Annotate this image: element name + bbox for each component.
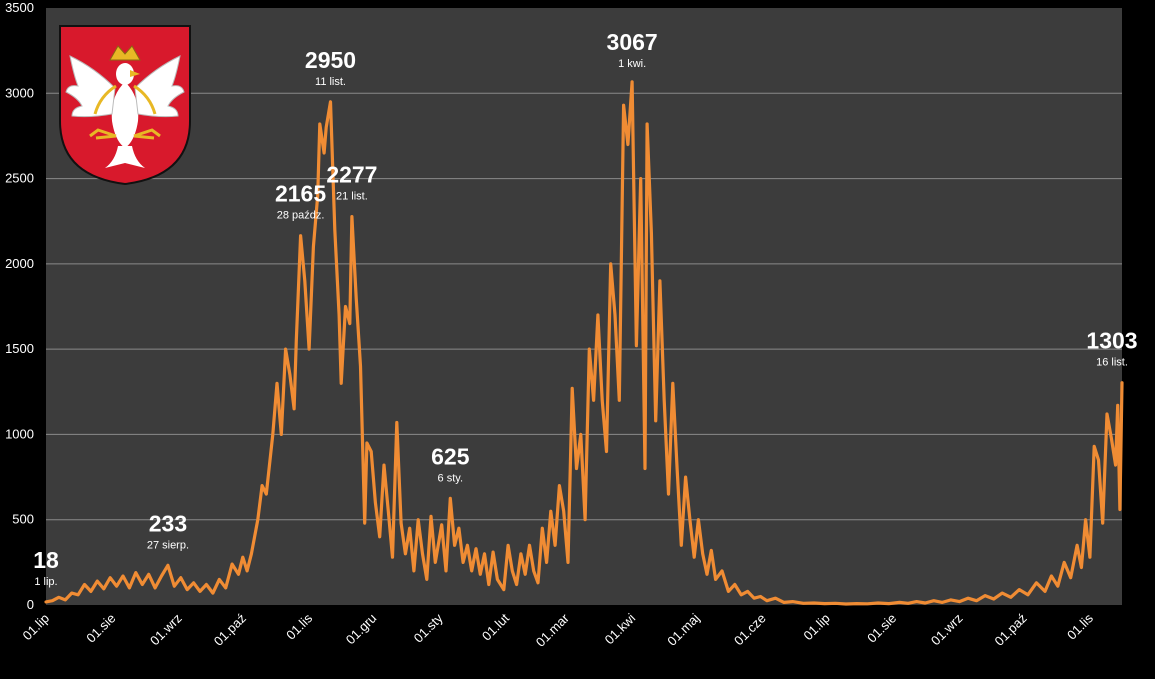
series-line bbox=[44, 80, 1124, 606]
peak-value-label: 233 bbox=[149, 510, 187, 536]
peak-date-label: 16 list. bbox=[1096, 357, 1128, 369]
y-tick-label: 3500 bbox=[5, 0, 34, 15]
peak-date-label: 1 kwi. bbox=[618, 58, 646, 70]
y-tick-label: 2000 bbox=[5, 256, 34, 271]
y-tick-label: 500 bbox=[12, 512, 34, 527]
peak-value-label: 2165 bbox=[275, 181, 326, 207]
peak-value-label: 2950 bbox=[305, 47, 356, 73]
peak-date-label: 11 list. bbox=[315, 76, 346, 88]
peak-annotation: 18 1 lip. bbox=[33, 547, 59, 588]
peak-annotation: 2277 21 list. bbox=[326, 162, 377, 203]
y-tick-label: 0 bbox=[27, 597, 34, 612]
y-tick-label: 1500 bbox=[5, 341, 34, 356]
peak-value-label: 3067 bbox=[607, 29, 658, 55]
coat-of-arms-icon bbox=[59, 25, 191, 186]
peak-value-label: 1303 bbox=[1086, 328, 1137, 354]
peak-date-label: 21 list. bbox=[336, 191, 368, 203]
peak-annotation: 2950 11 list. bbox=[305, 47, 356, 88]
peak-annotation: 233 27 sierp. bbox=[147, 510, 189, 551]
peak-value-label: 2277 bbox=[326, 162, 377, 188]
peak-annotation: 1303 16 list. bbox=[1086, 328, 1137, 369]
y-axis-ticks: 0 500 1000 1500 2000 2500 3000 3500 bbox=[5, 0, 34, 612]
y-tick-label: 2500 bbox=[5, 171, 34, 186]
y-tick-label: 1000 bbox=[5, 426, 34, 441]
peak-date-label: 27 sierp. bbox=[147, 539, 189, 551]
peak-value-label: 625 bbox=[431, 443, 470, 469]
peak-value-label: 18 bbox=[33, 547, 59, 573]
annotations: 18 1 lip. 233 27 sierp. 2165 28 paźdz. 2950 11 … bbox=[33, 29, 1137, 588]
peak-annotation: 3067 1 kwi. bbox=[607, 29, 658, 70]
peak-date-label: 1 lip. bbox=[34, 576, 57, 588]
y-tick-label: 3000 bbox=[5, 85, 34, 100]
peak-date-label: 28 paźdz. bbox=[277, 210, 325, 222]
peak-date-label: 6 sty. bbox=[438, 472, 463, 484]
peak-annotation: 2165 28 paźdz. bbox=[275, 181, 326, 222]
series-group bbox=[44, 80, 1124, 606]
peak-annotation: 625 6 sty. bbox=[431, 443, 470, 484]
